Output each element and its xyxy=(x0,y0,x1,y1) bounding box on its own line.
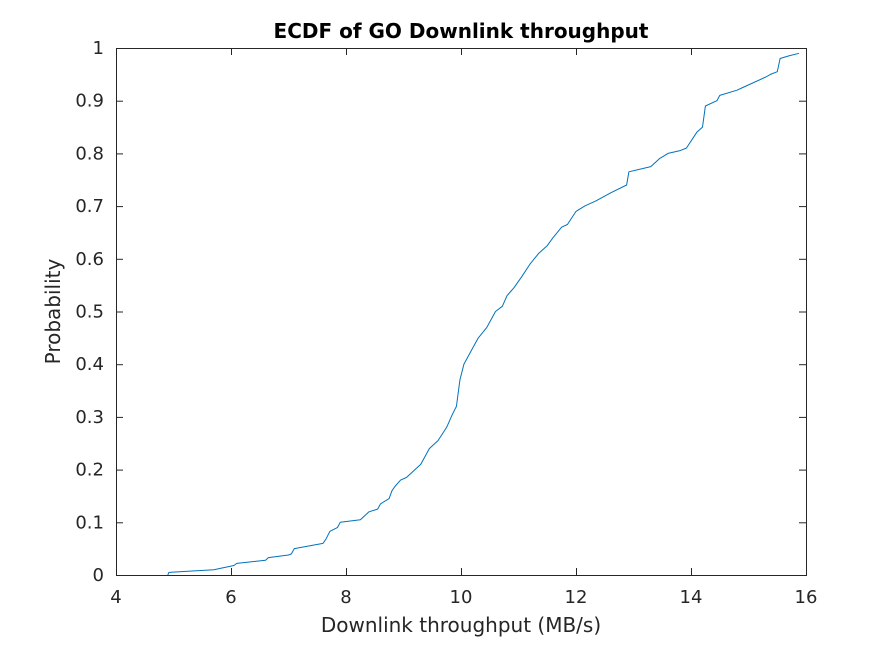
y-tick-label: 0.8 xyxy=(75,143,104,164)
y-tick-label: 0.2 xyxy=(75,460,104,481)
y-tick-label: 0 xyxy=(93,565,104,586)
y-tick-label: 0.3 xyxy=(75,407,104,428)
y-tick-label: 0.6 xyxy=(75,249,104,270)
y-tick-label: 0.7 xyxy=(75,196,104,217)
x-tick-label: 14 xyxy=(680,587,703,608)
y-tick-label: 0.4 xyxy=(75,354,104,375)
tick-layer: 4 6 8 10 12 14 16 0 0.1 0.2 0.3 0.4 0.5 0.6 0.7 0.8 0.9 1 xyxy=(75,38,817,608)
x-tick-label: 16 xyxy=(795,587,818,608)
x-axis-title: Downlink throughput (MB/s) xyxy=(321,613,601,637)
y-tick-label: 1 xyxy=(93,38,104,59)
plot-area xyxy=(116,48,806,575)
x-tick-label: 8 xyxy=(340,587,351,608)
axes-frame xyxy=(116,48,807,576)
y-tick-label: 0.5 xyxy=(75,302,104,323)
chart-title: ECDF of GO Downlink throughput xyxy=(274,19,649,43)
x-tick-label: 10 xyxy=(450,587,473,608)
y-axis-title: Probability xyxy=(41,258,65,364)
x-tick-label: 6 xyxy=(225,587,236,608)
x-tick-label: 12 xyxy=(565,587,588,608)
y-tick-label: 0.9 xyxy=(75,91,104,112)
y-tick-label: 0.1 xyxy=(75,512,104,533)
x-tick-label: 4 xyxy=(110,587,121,608)
line-layer xyxy=(167,52,800,576)
ecdf-series-line xyxy=(167,52,800,576)
